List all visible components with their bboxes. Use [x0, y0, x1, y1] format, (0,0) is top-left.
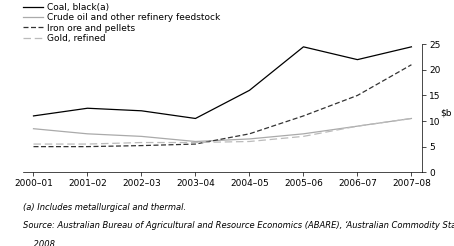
Text: 2008.: 2008.: [23, 240, 57, 246]
Text: (a) Includes metallurgical and thermal.: (a) Includes metallurgical and thermal.: [23, 203, 186, 212]
Text: Source: Australian Bureau of Agricultural and Resource Economics (ABARE), ‘Austr: Source: Australian Bureau of Agricultura…: [23, 221, 454, 231]
Y-axis label: $b: $b: [440, 108, 452, 117]
Legend: Coal, black(a), Crude oil and other refinery feedstock, Iron ore and pellets, Go: Coal, black(a), Crude oil and other refi…: [23, 3, 220, 43]
